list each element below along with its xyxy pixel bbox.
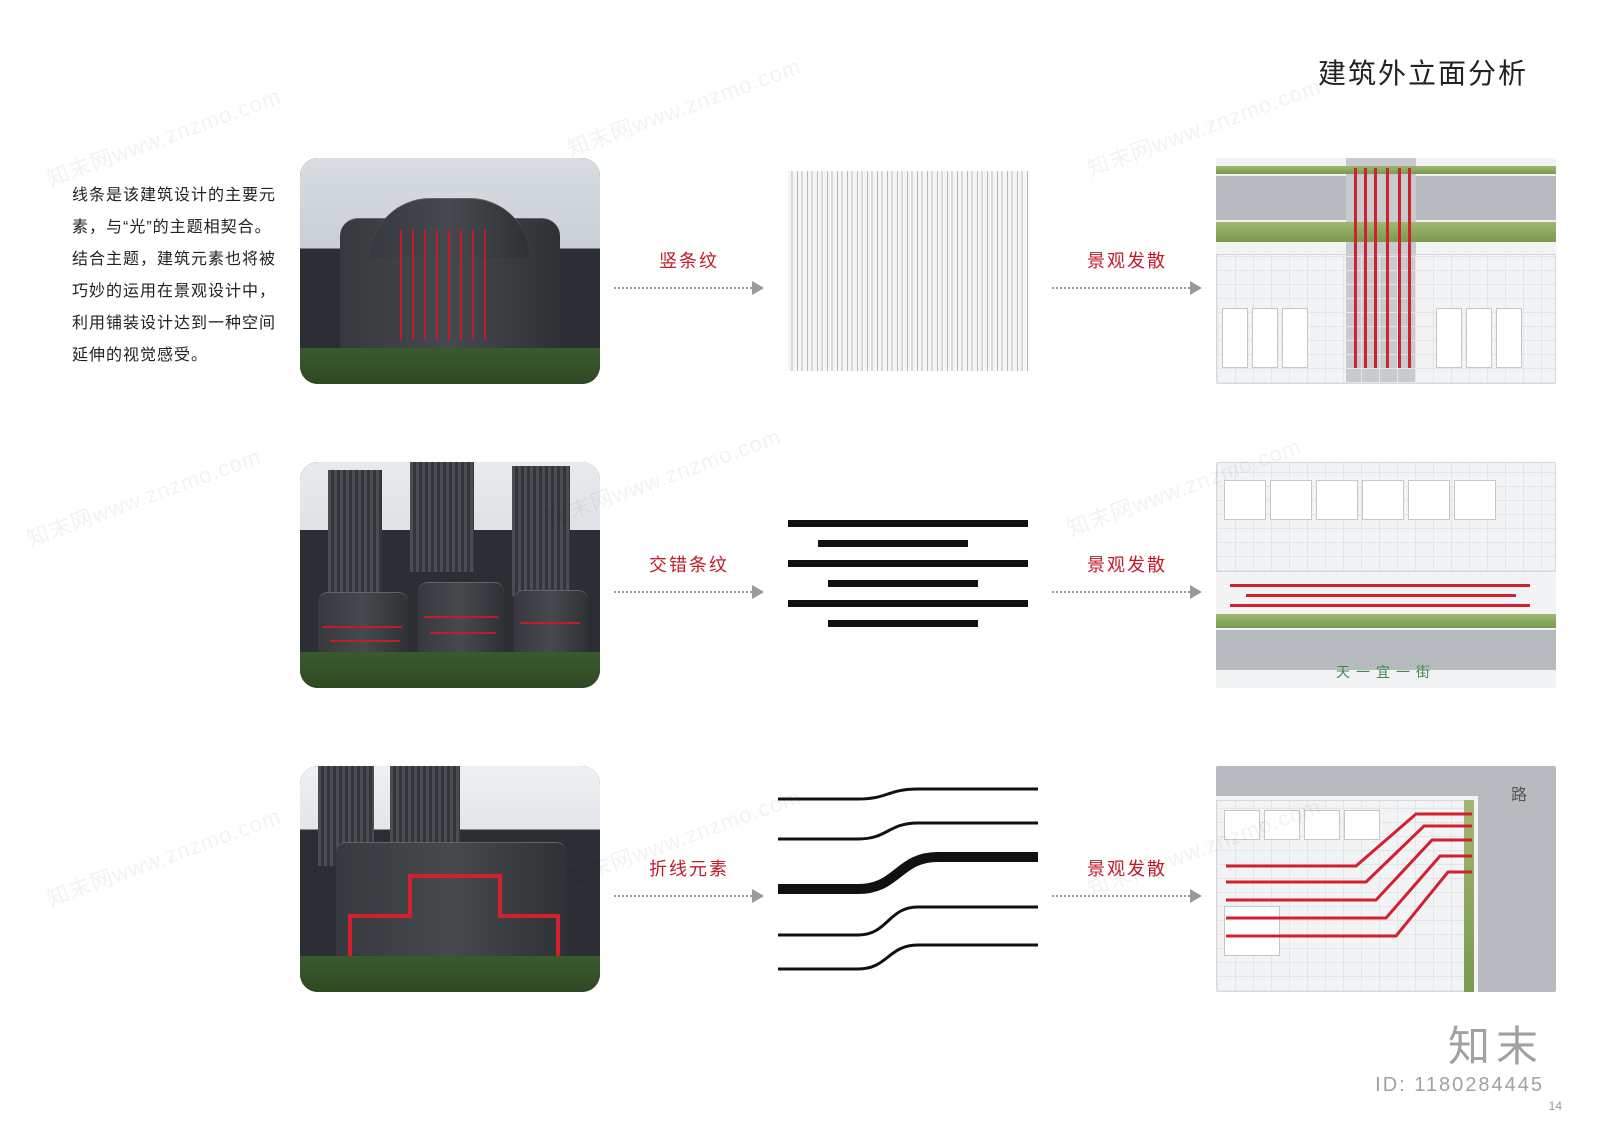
render-thumb-fold [300,766,600,992]
facade-accent [430,632,496,634]
pattern-bar [828,620,978,627]
render-ground [300,348,600,384]
render-ground [300,652,600,688]
plan-thumb-corner: 路 [1216,766,1556,992]
pattern-cell-fold [778,769,1038,989]
plan-accent [1230,584,1530,587]
intro-paragraph: 线条是该建筑设计的主要元素，与“光”的主题相契合。 结合主题，建筑元素也将被巧妙… [72,180,282,372]
facade-accent [484,230,486,340]
background-watermark: 知末网www.znzmo.com [42,799,285,914]
facade-accent [436,230,438,340]
facade-accent [330,640,400,642]
watermark-id: ID: 1180284445 [1375,1074,1544,1097]
stagger-bar-pattern [788,520,1028,630]
plan-unit [1436,308,1462,368]
page-number: 14 [1549,1099,1562,1113]
plan-accent [1354,168,1357,368]
vertical-stripe-pattern [788,171,1028,371]
tower [512,466,570,596]
diffuse-label: 景观发散 [1087,551,1167,577]
background-watermark: 知末网www.znzmo.com [22,439,265,554]
pattern-cell-vertical [778,161,1038,381]
arrow-icon [1052,889,1202,903]
render-ground [300,956,600,992]
facade-accent [472,230,474,340]
fold-curve-pattern [778,779,1038,979]
facade-accent [424,230,426,340]
arrow-icon [614,889,764,903]
background-watermark: 知末网www.znzmo.com [562,49,805,164]
analysis-row-stagger: 交错条纹 景观发散 天一宜一街 [300,462,1556,688]
render-thumb-vertical [300,158,600,384]
pattern-label: 竖条纹 [659,247,719,273]
arrow-icon [614,585,764,599]
tower [328,470,382,610]
arrow-icon [1052,281,1202,295]
analysis-row-vertical: 竖条纹 景观发散 [300,158,1556,384]
pattern-bar [898,560,1028,567]
plan-accent [1374,168,1377,368]
background-watermark: 知末网www.znzmo.com [42,79,285,194]
plan-accent [1408,168,1411,368]
plan-unit [1454,480,1496,520]
arrow-group: 景观发散 [1052,247,1202,295]
pattern-label: 交错条纹 [649,551,729,577]
pattern-bar [888,600,1028,607]
diffuse-label: 景观发散 [1087,855,1167,881]
facade-accent [400,230,402,340]
arrow-group: 交错条纹 [614,551,764,599]
plan-unit [1222,308,1248,368]
arrow-group: 景观发散 [1052,551,1202,599]
plan-unit [1270,480,1312,520]
plan-accent [1386,168,1389,368]
pattern-bar [818,540,968,547]
arrow-icon [614,281,764,295]
diffuse-label: 景观发散 [1087,247,1167,273]
page-title: 建筑外立面分析 [1318,52,1528,92]
plan-thumb-crossroads [1216,158,1556,384]
arrow-icon [1052,585,1202,599]
plan-unit [1224,480,1266,520]
plan-thumb-street: 天一宜一街 [1216,462,1556,688]
arrow-group: 景观发散 [1052,855,1202,903]
watermark-brand: 知末 [1375,1013,1544,1074]
render-thumb-stagger [300,462,600,688]
plan-accent [1230,604,1530,607]
plan-accent [1246,594,1516,597]
source-watermark: 知末 ID: 1180284445 [1375,1013,1544,1097]
plan-greenbelt [1216,614,1556,628]
street-label: 天一宜一街 [1336,662,1436,682]
arrow-group: 竖条纹 [614,247,764,295]
facade-accent [520,622,580,624]
plan-unit [1496,308,1522,368]
plan-accent [1364,168,1367,368]
tower [410,462,474,572]
plan-unit [1316,480,1358,520]
podium [418,582,504,662]
road-label: 路 [1504,786,1528,802]
plan-unit [1252,308,1278,368]
pattern-cell-stagger [778,465,1038,685]
facade-accent [412,230,414,340]
plan-unit [1362,480,1404,520]
plan-unit [1282,308,1308,368]
plan-unit [1408,480,1450,520]
plan-unit [1466,308,1492,368]
pattern-bar [828,580,978,587]
pattern-bar [888,520,1028,527]
facade-accent [460,230,462,340]
facade-accent [322,626,402,628]
analysis-row-fold: 折线元素 景观发散 路 [300,766,1556,992]
arrow-group: 折线元素 [614,855,764,903]
pattern-label: 折线元素 [649,855,729,881]
facade-accent [424,616,498,618]
plan-accent [1398,168,1401,368]
facade-accent [448,230,450,340]
